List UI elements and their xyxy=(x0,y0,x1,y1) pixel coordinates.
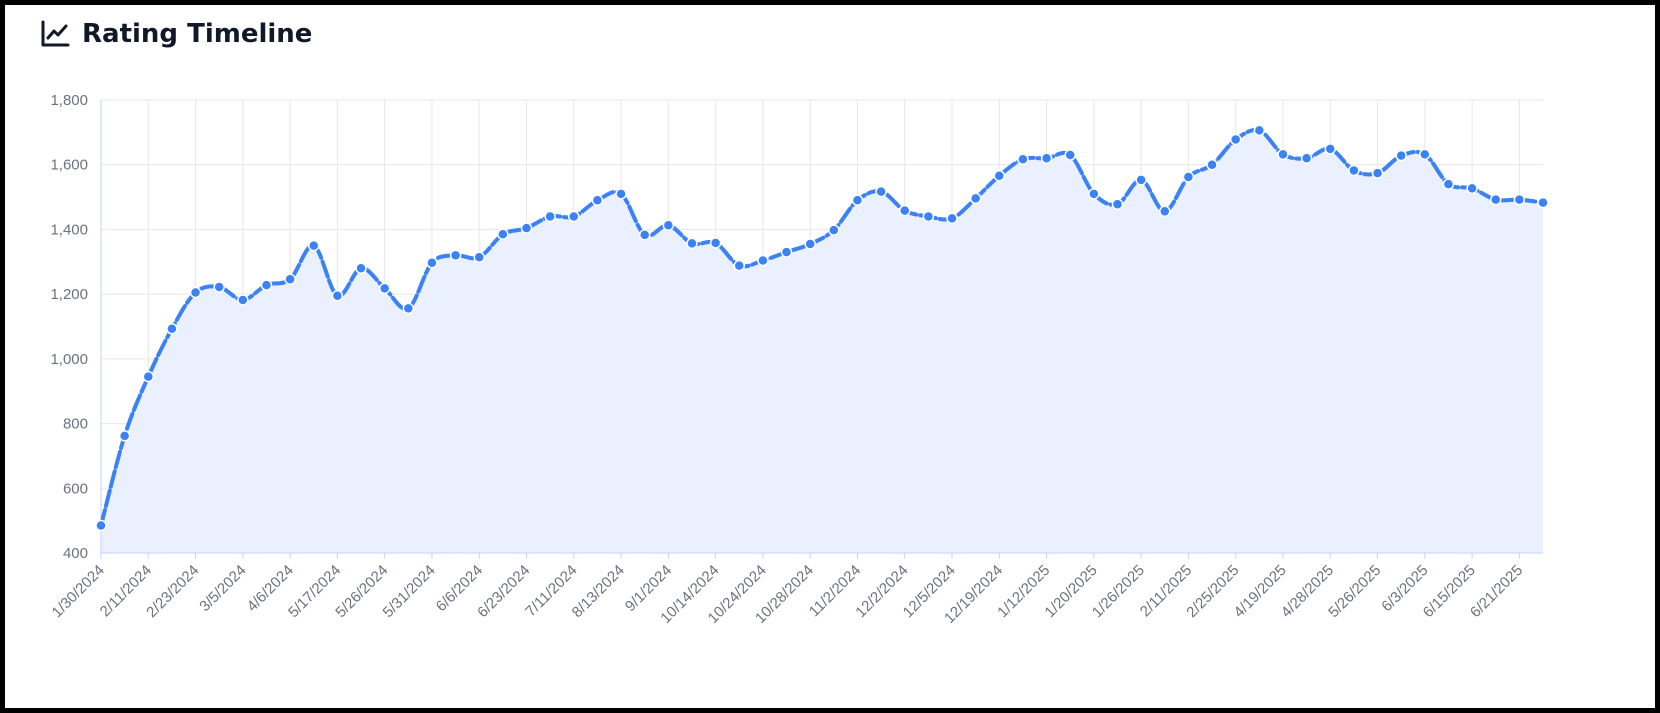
y-tick-label: 800 xyxy=(63,416,88,433)
y-tick-label: 1,600 xyxy=(50,157,88,174)
data-point xyxy=(969,192,982,205)
data-point xyxy=(378,282,391,295)
y-tick-label: 400 xyxy=(63,545,88,562)
x-tick-label: 5/26/2025 xyxy=(1325,562,1384,621)
data-point xyxy=(497,228,509,241)
data-point xyxy=(166,323,178,335)
page-title: Rating Timeline xyxy=(82,19,313,49)
data-point xyxy=(1253,124,1266,137)
data-point xyxy=(284,273,296,286)
data-point xyxy=(1324,143,1336,155)
data-point xyxy=(1395,149,1407,162)
x-tick-label: 8/13/2024 xyxy=(569,562,628,621)
card-header: Rating Timeline xyxy=(40,14,312,54)
data-point xyxy=(1088,188,1100,200)
x-tick-label: 5/31/2024 xyxy=(380,562,439,621)
data-point xyxy=(1229,133,1242,146)
data-point xyxy=(615,188,627,200)
data-point xyxy=(213,281,225,293)
data-point xyxy=(426,257,438,269)
data-point xyxy=(780,246,793,258)
line-chart-icon xyxy=(41,20,70,47)
x-tick-label: 2/23/2024 xyxy=(143,562,202,621)
y-tick-label: 1,000 xyxy=(50,351,88,368)
data-point xyxy=(331,290,344,302)
data-point xyxy=(260,279,273,291)
data-point xyxy=(686,237,698,250)
data-point xyxy=(118,430,131,442)
data-point xyxy=(1489,193,1502,206)
data-point xyxy=(237,294,249,306)
data-point xyxy=(1135,174,1147,186)
data-point xyxy=(1442,178,1455,190)
data-point xyxy=(757,254,769,267)
data-point xyxy=(922,210,935,223)
data-point xyxy=(1300,152,1313,164)
data-point xyxy=(544,210,556,223)
y-tick-label: 1,800 xyxy=(50,92,88,109)
data-point xyxy=(402,302,415,315)
data-point xyxy=(946,212,958,225)
data-point xyxy=(1466,182,1478,195)
data-point xyxy=(1017,153,1029,165)
data-point xyxy=(189,286,202,299)
data-point xyxy=(449,249,462,262)
data-point xyxy=(591,194,604,207)
data-point xyxy=(662,219,675,231)
data-point xyxy=(733,259,746,272)
data-point xyxy=(473,251,485,264)
data-point xyxy=(568,210,580,223)
data-point xyxy=(1040,152,1053,164)
data-point xyxy=(1513,193,1526,206)
y-tick-label: 1,400 xyxy=(50,221,88,238)
data-point xyxy=(308,239,320,252)
area-fill xyxy=(101,129,1543,553)
x-tick-label: 1/30/2024 xyxy=(49,562,108,621)
data-point xyxy=(1277,148,1289,161)
x-tick-label: 3/5/2024 xyxy=(196,562,249,615)
data-point xyxy=(851,194,864,207)
data-point xyxy=(709,237,722,249)
data-point xyxy=(993,169,1006,182)
y-tick-label: 600 xyxy=(63,480,88,497)
x-tick-label: 6/23/2024 xyxy=(474,562,533,621)
data-point xyxy=(1419,148,1431,161)
data-point xyxy=(1537,196,1549,209)
data-point xyxy=(638,229,651,241)
data-point xyxy=(520,222,533,234)
data-point xyxy=(804,238,816,250)
x-tick-label: 6/21/2025 xyxy=(1467,562,1526,621)
data-point xyxy=(828,224,840,236)
data-point xyxy=(1348,164,1360,177)
data-point xyxy=(355,262,367,275)
data-point xyxy=(1111,198,1124,210)
data-point xyxy=(1182,171,1195,183)
data-point xyxy=(142,370,155,383)
data-point xyxy=(95,519,107,532)
y-tick-label: 1,200 xyxy=(50,286,88,303)
data-point xyxy=(875,185,887,198)
data-point xyxy=(1159,205,1171,218)
x-tick-label: 1/26/2025 xyxy=(1089,562,1148,621)
data-point xyxy=(1064,149,1076,161)
data-point xyxy=(1206,158,1218,171)
data-point xyxy=(1371,167,1384,179)
data-point xyxy=(898,204,911,217)
